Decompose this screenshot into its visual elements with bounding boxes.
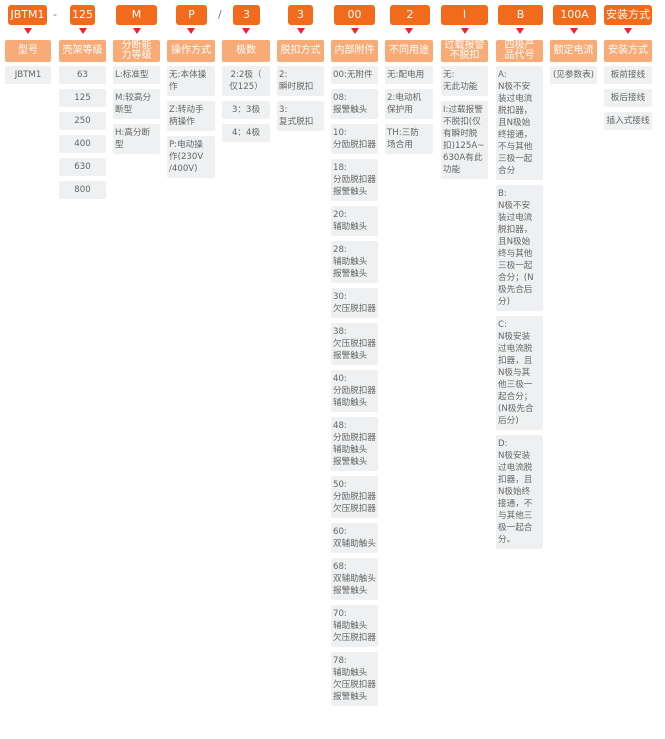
option-cell: 78: 辅助触头 欠压脱扣器 报警触头 xyxy=(331,652,378,706)
option-cell: C: N极安装 过电流脱 扣器，且 N极与其 他三极一 起合分； (N极先合 后… xyxy=(496,316,543,430)
option-cell: 2: 瞬时脱扣 xyxy=(277,66,324,96)
option-cell: TH:三防 场合用 xyxy=(385,124,433,154)
arrow-down-icon xyxy=(296,28,305,34)
option-cell: 2:2极（ 仅125） xyxy=(222,66,270,96)
code-box: 2 xyxy=(390,5,430,25)
option-cell: 4：4极 xyxy=(222,124,270,142)
separator-dash: - xyxy=(53,8,57,21)
option-cell: 18: 分励脱扣器 报警触头 xyxy=(331,159,378,201)
arrow-down-icon xyxy=(187,28,195,34)
column-header: 内部附件 xyxy=(331,40,378,62)
option-cell: 无:本体操 作 xyxy=(167,66,215,96)
option-cell: 板后接线 xyxy=(604,89,652,107)
option-cell: M:较高分 断型 xyxy=(113,89,160,119)
column-header: 不同用途 xyxy=(385,40,433,62)
option-cell: 28: 辅助触头 报警触头 xyxy=(331,241,378,283)
option-cell: 400 xyxy=(59,135,106,153)
column-header: 四极产 品代号 xyxy=(496,40,543,62)
option-cell: 68: 双辅助触头 报警触头 xyxy=(331,558,378,600)
option-cell: 08: 报警触头 xyxy=(331,89,378,119)
code-box: JBTM1 xyxy=(8,5,47,25)
option-cell: H:高分断 型 xyxy=(113,124,160,154)
option-cell: 00:无附件 xyxy=(331,66,378,84)
option-cell: P:电动操 作(230V /400V) xyxy=(167,136,215,178)
code-box: 3 xyxy=(233,5,260,25)
code-box: 3 xyxy=(288,5,313,25)
option-cell: I:过载报警 不脱扣(仅 有瞬时脱 扣)125A~ 630A有此 功能 xyxy=(441,101,488,179)
column-header: 过载报警 不脱扣 xyxy=(441,40,488,62)
separator-slash: / xyxy=(218,8,222,21)
option-cell: 10: 分励脱扣器 xyxy=(331,124,378,154)
code-box: 100A xyxy=(553,5,596,25)
arrow-down-icon xyxy=(460,28,469,34)
column-header: 安装方式 xyxy=(604,40,652,62)
code-box: I xyxy=(441,5,488,25)
option-cell: 38: 欠压脱扣器 报警触头 xyxy=(331,323,378,365)
option-cell: 2:电动机 保护用 xyxy=(385,89,433,119)
arrow-down-icon xyxy=(24,28,32,34)
option-cell: 70: 辅助触头 欠压脱扣器 xyxy=(331,605,378,647)
code-box: 00 xyxy=(334,5,375,25)
column-header: 操作方式 xyxy=(167,40,215,62)
arrow-down-icon xyxy=(515,28,524,34)
code-box: B xyxy=(498,5,543,25)
option-cell: 630 xyxy=(59,158,106,176)
option-cell: L:标准型 xyxy=(113,66,160,84)
option-cell: A: N极不安 装过电流 脱扣器， 且N极始 终接通， 不与其他 三极一起 合分 xyxy=(496,66,543,180)
option-cell: D: N极安装 过电流脱 扣器，且 N极始终 接通，不 与其他三 极一起合 分。 xyxy=(496,435,543,549)
option-cell: 无:配电用 xyxy=(385,66,433,84)
code-box: P xyxy=(176,5,207,25)
option-cell: 20: 辅助触头 xyxy=(331,206,378,236)
column-header: 壳架等级 xyxy=(59,40,106,62)
option-cell: JBTM1 xyxy=(5,66,51,84)
option-cell: 63 xyxy=(59,66,106,84)
option-cell: 无: 无此功能 xyxy=(441,66,488,96)
option-cell: 3：3极 xyxy=(222,101,270,119)
option-cell: Z:转动手 柄操作 xyxy=(167,101,215,131)
option-cell: (见参数表) xyxy=(550,66,597,84)
code-box: 安装方式 xyxy=(604,5,652,25)
option-cell: 30: 欠压脱扣器 xyxy=(331,288,378,318)
column-header: 脱扣方式 xyxy=(277,40,324,62)
code-box: 125 xyxy=(70,5,95,25)
option-cell: 800 xyxy=(59,181,106,199)
arrow-down-icon xyxy=(569,28,578,34)
option-cell: 3: 复式脱扣 xyxy=(277,101,324,131)
option-cell: 125 xyxy=(59,89,106,107)
column-header: 极数 xyxy=(222,40,270,62)
arrow-down-icon xyxy=(78,28,87,34)
option-cell: B: N极不安 装过电流 脱扣器， 且N极始 终与其他 三极一起 合分；(N 极… xyxy=(496,185,543,311)
arrow-down-icon xyxy=(350,28,359,34)
column-header: 分断能 力等级 xyxy=(113,40,160,62)
column-header: 额定电流 xyxy=(550,40,597,62)
code-box: M xyxy=(116,5,157,25)
option-cell: 60: 双辅助触头 xyxy=(331,523,378,553)
option-cell: 板前接线 xyxy=(604,66,652,84)
arrow-down-icon xyxy=(132,28,141,34)
arrow-down-icon xyxy=(624,28,632,34)
column-header: 型号 xyxy=(5,40,51,62)
option-cell: 48: 分励脱扣器 辅助触头 报警触头 xyxy=(331,417,378,471)
option-cell: 插入式接线 xyxy=(604,112,652,130)
arrow-down-icon xyxy=(405,28,413,34)
option-cell: 50: 分励脱扣器 欠压脱扣器 xyxy=(331,476,378,518)
option-cell: 40: 分励脱扣器 辅助触头 xyxy=(331,370,378,412)
arrow-down-icon xyxy=(242,28,250,34)
option-cell: 250 xyxy=(59,112,106,130)
